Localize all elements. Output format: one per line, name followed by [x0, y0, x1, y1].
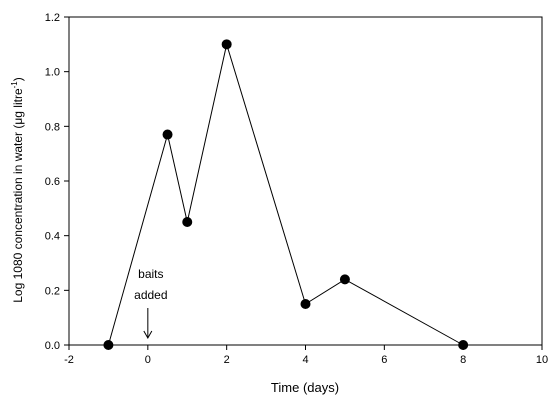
annotation-group: baits added — [134, 267, 168, 340]
annotation-text-line2: added — [134, 288, 167, 302]
series-group — [103, 39, 469, 350]
data-point — [300, 299, 311, 309]
y-tick-label: 0.8 — [45, 121, 60, 133]
annotation-text-line1: baits — [138, 267, 163, 281]
y-tick-label: 0.6 — [45, 176, 60, 188]
x-axis-title: Time (days) — [271, 380, 339, 395]
y-tick-label: 1.2 — [45, 12, 60, 24]
x-axis: -2 0 2 4 6 8 10 — [64, 345, 548, 366]
y-axis: 0.0 0.2 0.4 0.6 0.8 1.0 1.2 — [45, 12, 69, 352]
data-point — [182, 217, 193, 227]
annotation-arrow-head — [143, 330, 153, 340]
x-tick-label: 4 — [302, 354, 308, 366]
y-tick-label: 0.2 — [45, 285, 60, 297]
x-tick-label: 10 — [536, 354, 548, 366]
x-tick-label: 2 — [224, 354, 230, 366]
data-point — [339, 274, 350, 285]
y-tick-label: 1.0 — [45, 67, 60, 79]
x-tick-label: 0 — [145, 354, 151, 366]
x-tick-label: -2 — [64, 354, 74, 366]
x-tick-label: 8 — [460, 354, 466, 366]
y-tick-label: 0.4 — [45, 231, 60, 243]
data-point — [458, 340, 469, 350]
data-point — [162, 129, 173, 140]
data-point — [221, 39, 232, 50]
y-axis-title: Log 1080 concentration in water (μg litr… — [10, 77, 25, 303]
data-point — [103, 340, 114, 350]
x-tick-label: 6 — [381, 354, 387, 366]
y-tick-label: 0.0 — [45, 340, 60, 352]
